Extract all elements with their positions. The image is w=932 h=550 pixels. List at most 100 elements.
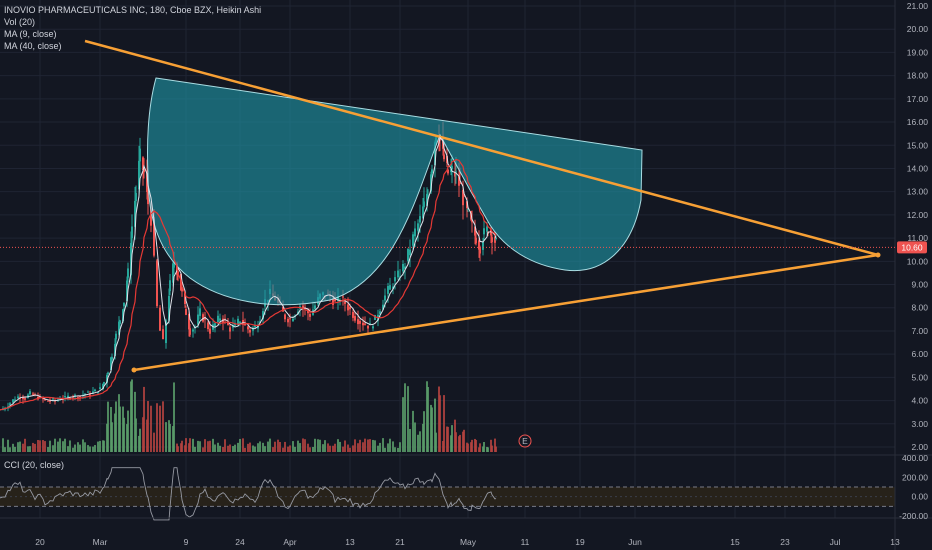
volume-bar: [159, 405, 161, 452]
legend-ma9[interactable]: MA (9, close): [4, 29, 57, 39]
volume-bars: [2, 379, 497, 452]
volume-bar: [219, 445, 221, 452]
candle-body: [64, 396, 66, 398]
candle-body: [486, 226, 488, 232]
legend-vol[interactable]: Vol (20): [4, 17, 36, 27]
volume-bar: [39, 440, 41, 452]
candle-body: [332, 298, 334, 305]
candle-body: [229, 327, 231, 332]
candle-body: [169, 280, 171, 292]
volume-bar: [257, 443, 259, 452]
volume-bar: [354, 439, 356, 452]
candle-body: [189, 328, 191, 335]
volume-bar: [387, 443, 389, 452]
candle-body: [389, 285, 391, 290]
volume-bar: [264, 446, 266, 452]
time-tick-label: 20: [35, 537, 45, 547]
volume-bar: [495, 446, 497, 452]
volume-bar: [189, 438, 191, 452]
candle-body: [107, 372, 109, 375]
candle-body: [454, 171, 456, 177]
drawings[interactable]: [84, 39, 881, 373]
volume-bar: [252, 445, 254, 452]
legend-ma40[interactable]: MA (40, close): [4, 41, 62, 51]
volume-bar: [44, 441, 46, 452]
volume-bar: [435, 432, 437, 452]
volume-bar: [9, 447, 11, 452]
candle-body: [102, 383, 104, 389]
candle-body: [165, 320, 167, 344]
upper-trendline[interactable]: [84, 39, 879, 257]
candle-body: [374, 315, 376, 320]
volume-bar: [224, 439, 226, 452]
candle-body: [115, 333, 117, 340]
volume-bar: [259, 441, 261, 452]
cci-tick-label: -200.00: [899, 511, 928, 521]
candle-body: [287, 318, 289, 323]
candle-body: [364, 323, 366, 325]
volume-bar: [379, 442, 381, 452]
chart-legend: INOVIO PHARMACEUTICALS INC, 180, Cboe BZ…: [4, 4, 261, 52]
volume-bar: [364, 438, 366, 452]
volume-bar: [319, 439, 321, 452]
volume-bar: [392, 441, 394, 452]
volume-bar: [173, 382, 175, 452]
legend-title[interactable]: INOVIO PHARMACEUTICALS INC, 180, Cboe BZ…: [4, 5, 262, 15]
candle-body: [127, 268, 129, 278]
lower-trendline[interactable]: [133, 253, 879, 372]
volume-bar: [156, 403, 158, 452]
earnings-marker-label: E: [522, 436, 528, 446]
candle-body: [22, 396, 24, 400]
candle-body: [463, 195, 465, 197]
candle-body: [434, 142, 436, 166]
volume-bar: [204, 439, 206, 452]
candle-body: [394, 277, 396, 282]
volume-bar: [103, 440, 105, 452]
candle-body: [87, 391, 89, 393]
volume-bar: [67, 446, 69, 452]
price-tick-label: 18.00: [907, 71, 929, 81]
candle-body: [209, 328, 211, 334]
time-tick-label: Jul: [830, 537, 841, 547]
volume-bar: [471, 439, 473, 452]
volume-bar: [24, 438, 26, 452]
price-tick-label: 17.00: [907, 94, 929, 104]
candle-body: [402, 263, 404, 272]
candle-body: [199, 308, 201, 316]
price-tick-label: 9.00: [911, 280, 928, 290]
candle-body: [103, 382, 105, 384]
volume-bar: [202, 447, 204, 452]
last-price-tag-bg: [897, 241, 927, 254]
volume-bar: [404, 383, 406, 452]
volume-bar: [214, 444, 216, 452]
volume-bar: [49, 440, 51, 452]
cup-and-handle-shape[interactable]: [146, 77, 643, 306]
volume-bar: [337, 439, 339, 452]
candle-body: [414, 228, 416, 237]
candle-body: [19, 397, 21, 399]
volume-bar: [419, 431, 421, 452]
candle-body: [110, 357, 112, 370]
cci-tick-label: 0.00: [911, 492, 928, 502]
cci-legend[interactable]: CCI (20, close): [4, 460, 65, 470]
cci-tick-label: 200.00: [902, 472, 928, 482]
volume-bar: [475, 439, 477, 452]
volume-bar: [447, 426, 449, 452]
volume-bar: [399, 442, 401, 452]
candle-body: [135, 192, 137, 202]
candle-body: [126, 280, 128, 302]
volume-bar: [277, 439, 279, 452]
time-tick-label: 15: [730, 537, 740, 547]
candle-body: [97, 392, 99, 394]
candle-body: [146, 171, 148, 193]
ma9-line: [0, 136, 497, 411]
volume-bar: [282, 447, 284, 452]
candle-body: [447, 169, 449, 174]
candle-body: [458, 176, 460, 186]
candle-body: [417, 223, 419, 231]
volume-bar: [414, 422, 416, 452]
volume-bar: [299, 443, 301, 452]
ma40-line: [0, 158, 497, 411]
volume-bar: [232, 446, 234, 452]
